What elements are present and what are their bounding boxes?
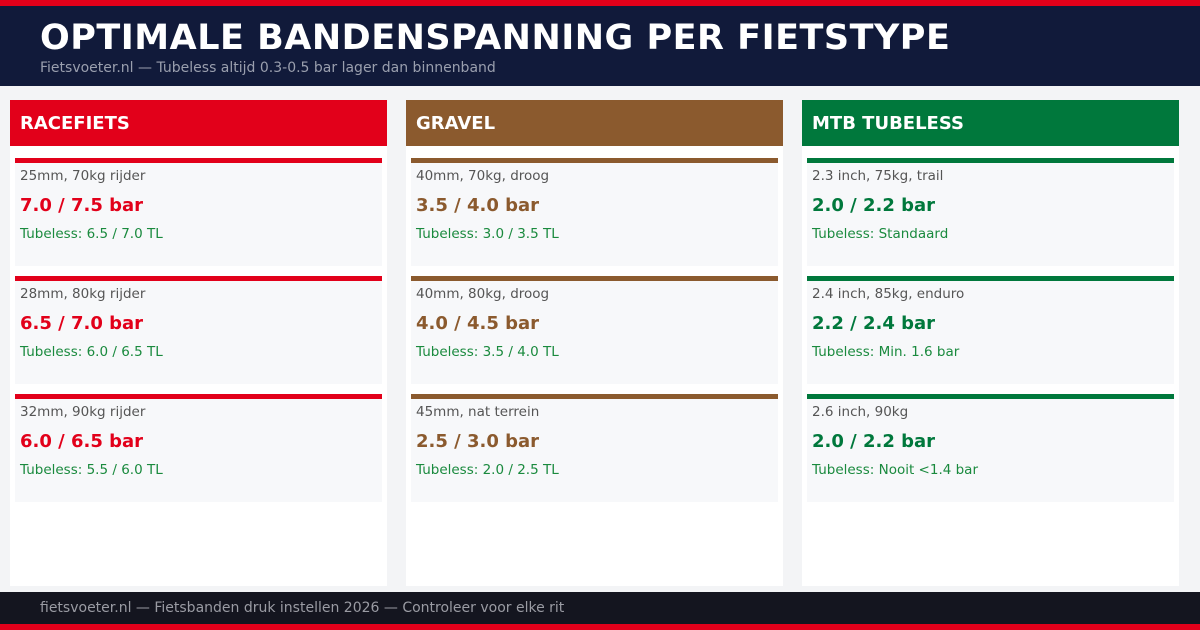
card-description: 40mm, 80kg, droog [416,286,550,302]
pressure-card: 32mm, 90kg rijder 6.0 / 6.5 bar Tubeless… [15,394,382,502]
pressure-card: 2.3 inch, 75kg, trail 2.0 / 2.2 bar Tube… [807,158,1174,266]
card-accent-bar [411,158,778,163]
card-tubeless: Tubeless: Standaard [812,226,949,242]
card-pressure: 6.5 / 7.0 bar [20,313,144,334]
card-description: 40mm, 70kg, droog [416,168,550,184]
page-title: OPTIMALE BANDENSPANNING PER FIETSTYPE [40,18,951,58]
card-accent-bar [15,276,382,281]
column-header: RACEFIETS [10,100,387,146]
card-tubeless: Tubeless: Nooit <1.4 bar [812,462,979,478]
pressure-card: 25mm, 70kg rijder 7.0 / 7.5 bar Tubeless… [15,158,382,266]
card-accent-bar [15,394,382,399]
card-pressure: 4.0 / 4.5 bar [416,313,540,334]
card-pressure: 3.5 / 4.0 bar [416,195,540,216]
column-title: MTB TUBELESS [812,112,964,134]
card-description: 28mm, 80kg rijder [20,286,146,302]
card-accent-bar [411,276,778,281]
card-description: 25mm, 70kg rijder [20,168,146,184]
pressure-card: 40mm, 80kg, droog 4.0 / 4.5 bar Tubeless… [411,276,778,384]
column-racefiets: RACEFIETS 25mm, 70kg rijder 7.0 / 7.5 ba… [10,100,387,586]
pressure-card: 45mm, nat terrein 2.5 / 3.0 bar Tubeless… [411,394,778,502]
card-accent-bar [807,276,1174,281]
card-accent-bar [807,394,1174,399]
card-accent-bar [411,394,778,399]
column-gravel: GRAVEL 40mm, 70kg, droog 3.5 / 4.0 bar T… [406,100,783,586]
card-tubeless: Tubeless: 6.5 / 7.0 TL [20,226,163,242]
footer-text: fietsvoeter.nl — Fietsbanden druk instel… [40,600,565,616]
pressure-card: 28mm, 80kg rijder 6.5 / 7.0 bar Tubeless… [15,276,382,384]
page-footer: fietsvoeter.nl — Fietsbanden druk instel… [0,592,1200,624]
pressure-card: 2.6 inch, 90kg 2.0 / 2.2 bar Tubeless: N… [807,394,1174,502]
column-title: RACEFIETS [20,112,130,134]
card-pressure: 2.5 / 3.0 bar [416,431,540,452]
card-accent-bar [807,158,1174,163]
card-description: 45mm, nat terrein [416,404,540,420]
card-tubeless: Tubeless: 6.0 / 6.5 TL [20,344,163,360]
card-description: 2.6 inch, 90kg [812,404,909,420]
card-pressure: 6.0 / 6.5 bar [20,431,144,452]
pressure-card: 40mm, 70kg, droog 3.5 / 4.0 bar Tubeless… [411,158,778,266]
card-pressure: 2.2 / 2.4 bar [812,313,936,334]
column-mtb-tubeless: MTB TUBELESS 2.3 inch, 75kg, trail 2.0 /… [802,100,1179,586]
card-pressure: 7.0 / 7.5 bar [20,195,144,216]
page-header: OPTIMALE BANDENSPANNING PER FIETSTYPE Fi… [0,6,1200,86]
card-tubeless: Tubeless: 3.0 / 3.5 TL [416,226,559,242]
card-pressure: 2.0 / 2.2 bar [812,195,936,216]
pressure-card: 2.4 inch, 85kg, enduro 2.2 / 2.4 bar Tub… [807,276,1174,384]
card-pressure: 2.0 / 2.2 bar [812,431,936,452]
card-tubeless: Tubeless: 5.5 / 6.0 TL [20,462,163,478]
column-header: MTB TUBELESS [802,100,1179,146]
card-accent-bar [15,158,382,163]
top-accent-strip [0,0,1200,6]
column-title: GRAVEL [416,112,496,134]
card-description: 32mm, 90kg rijder [20,404,146,420]
card-tubeless: Tubeless: Min. 1.6 bar [812,344,960,360]
page-subtitle: Fietsvoeter.nl — Tubeless altijd 0.3-0.5… [40,60,496,76]
card-description: 2.3 inch, 75kg, trail [812,168,944,184]
bottom-accent-strip [0,624,1200,630]
column-header: GRAVEL [406,100,783,146]
card-description: 2.4 inch, 85kg, enduro [812,286,965,302]
card-tubeless: Tubeless: 3.5 / 4.0 TL [416,344,559,360]
card-tubeless: Tubeless: 2.0 / 2.5 TL [416,462,559,478]
